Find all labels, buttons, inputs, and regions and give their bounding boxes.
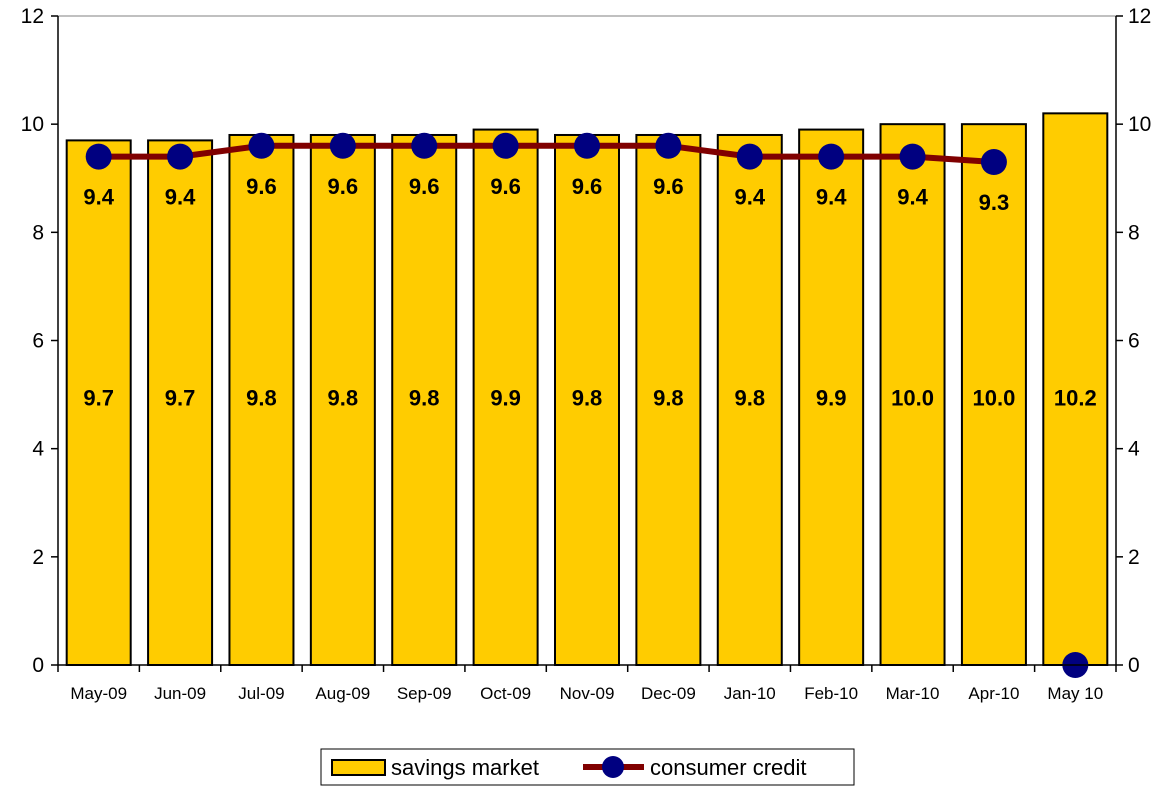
consumer-credit-marker <box>818 143 845 170</box>
x-tick-label: Jan-10 <box>724 684 776 703</box>
bar-value-label: 9.8 <box>246 385 277 410</box>
x-tick-label: Jun-09 <box>154 684 206 703</box>
bar-value-label: 9.7 <box>83 385 114 410</box>
line-value-label: 9.6 <box>328 174 359 199</box>
bar-oct-09 <box>472 128 539 666</box>
consumer-credit-marker <box>411 132 438 159</box>
line-value-label: 9.4 <box>165 185 196 210</box>
line-value-label: 9.3 <box>979 190 1010 215</box>
y-left-tick-label: 10 <box>21 113 44 136</box>
bar-value-label: 9.9 <box>490 385 521 410</box>
line-value-label: 9.6 <box>653 174 684 199</box>
axes: 0 2 4 6 8 10 12 0 2 4 6 8 10 12 May-09 Jun-09 Jul-09 Aug-… <box>21 5 1152 703</box>
bar-aug-09 <box>309 133 376 666</box>
consumer-credit-line <box>98 142 995 166</box>
y-right-tick-label: 10 <box>1128 113 1151 136</box>
x-tick-label: Mar-10 <box>886 684 940 703</box>
consumer-credit-marker <box>736 143 763 170</box>
bar-may-09 <box>65 139 132 666</box>
bar-dec-09 <box>635 133 702 666</box>
x-tick-label: Sep-09 <box>397 684 452 703</box>
bar-mar-10 <box>879 123 946 666</box>
consumer-credit-series <box>85 132 1089 678</box>
consumer-credit-marker <box>899 143 926 170</box>
y-right-tick-label: 6 <box>1128 330 1140 353</box>
line-value-label: 9.6 <box>409 174 440 199</box>
savings-market-bars <box>65 112 1109 667</box>
bar-value-label: 9.8 <box>409 385 440 410</box>
consumer-credit-marker <box>574 132 600 159</box>
consumer-credit-marker <box>329 132 356 159</box>
consumer-credit-marker <box>980 149 1007 176</box>
consumer-credit-marker <box>167 143 194 170</box>
line-value-label: 9.6 <box>572 174 603 199</box>
x-tick-label: Dec-09 <box>641 684 696 703</box>
consumer-credit-marker <box>492 132 519 159</box>
y-right-tick-label: 4 <box>1128 438 1140 461</box>
bar-value-label: 9.9 <box>816 385 847 410</box>
bar-value-label: 10.0 <box>973 385 1016 410</box>
legend-savings-swatch <box>331 759 386 776</box>
x-tick-label: Aug-09 <box>315 684 370 703</box>
bar-value-label: 9.8 <box>734 385 765 410</box>
line-value-label: 9.6 <box>246 174 277 199</box>
x-tick-label: Jul-09 <box>238 684 284 703</box>
bar-value-label: 9.8 <box>328 385 359 410</box>
bar-value-label: 9.8 <box>572 385 603 410</box>
y-left-tick-label: 6 <box>32 330 44 353</box>
x-tick-label: May 10 <box>1047 684 1103 703</box>
bar-jun-09 <box>147 139 214 666</box>
consumer-credit-marker <box>655 132 682 159</box>
bar-value-label: 10.2 <box>1054 385 1097 410</box>
x-tick-label: Apr-10 <box>968 684 1019 703</box>
consumer-credit-marker <box>85 143 112 170</box>
x-tick-label: Oct-09 <box>480 684 531 703</box>
legend-credit-label: consumer credit <box>650 755 807 780</box>
line-value-label: 9.4 <box>734 185 765 210</box>
line-value-label: 9.4 <box>897 185 928 210</box>
legend: savings market consumer credit <box>320 748 855 786</box>
bar-value-label: 9.8 <box>653 385 684 410</box>
x-tick-label: Nov-09 <box>560 684 615 703</box>
savings-market-labels: 9.7 9.7 9.8 9.8 9.8 9.9 9.8 9.8 9.8 9.9 10.0 10.0 10… <box>83 385 1096 410</box>
legend-credit-marker <box>602 756 624 778</box>
y-left-tick-label: 12 <box>21 5 44 28</box>
bar-value-label: 10.0 <box>891 385 934 410</box>
bar-feb-10 <box>798 128 865 666</box>
consumer-credit-labels: 9.4 9.4 9.6 9.6 9.6 9.6 9.6 9.6 9.4 9.4 9.4 9.3 <box>83 174 1009 215</box>
y-left-tick-label: 2 <box>32 546 44 569</box>
x-tick-label: May-09 <box>70 684 127 703</box>
line-value-label: 9.4 <box>83 185 114 210</box>
line-value-label: 9.6 <box>490 174 521 199</box>
legend-savings-label: savings market <box>391 755 539 780</box>
consumer-credit-marker <box>248 132 275 159</box>
y-left-tick-label: 4 <box>32 438 44 461</box>
y-right-tick-label: 2 <box>1128 546 1140 569</box>
y-right-tick-label: 12 <box>1128 5 1151 28</box>
y-right-tick-label: 8 <box>1128 221 1140 244</box>
y-right-tick-label: 0 <box>1128 654 1140 677</box>
line-value-label: 9.4 <box>816 185 847 210</box>
y-left-tick-label: 0 <box>32 654 44 677</box>
y-left-tick-label: 8 <box>32 221 44 244</box>
x-tick-label: Feb-10 <box>804 684 858 703</box>
bar-apr-10 <box>960 123 1027 666</box>
bar-value-label: 9.7 <box>165 385 196 410</box>
